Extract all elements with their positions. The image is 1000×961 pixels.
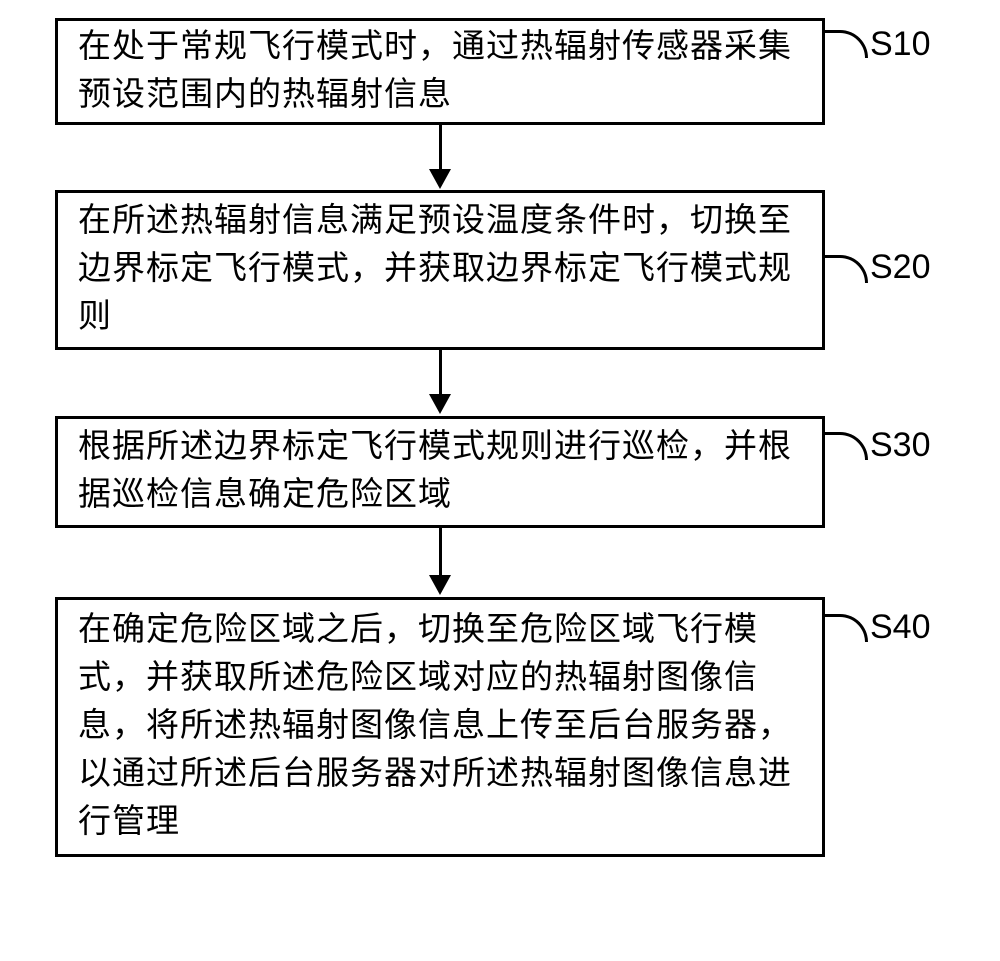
step-box-s40: 在确定危险区域之后，切换至危险区域飞行模式，并获取所述危险区域对应的热辐射图像信… xyxy=(55,597,825,857)
step-label-s40: S40 xyxy=(870,608,931,647)
step-text-s20: 在所述热辐射信息满足预设温度条件时，切换至边界标定飞行模式，并获取边界标定飞行模… xyxy=(78,198,802,342)
connector-s10 xyxy=(822,30,868,58)
connector-s30 xyxy=(822,432,868,460)
step-text-s10: 在处于常规飞行模式时，通过热辐射传感器采集预设范围内的热辐射信息 xyxy=(78,24,802,120)
flowchart-container: 在处于常规飞行模式时，通过热辐射传感器采集预设范围内的热辐射信息 S10 在所述… xyxy=(0,0,1000,961)
arrow-head-icon xyxy=(429,394,451,414)
arrow-2 xyxy=(429,350,451,414)
step-label-s20: S20 xyxy=(870,248,931,287)
arrow-3 xyxy=(429,528,451,595)
step-text-s40: 在确定危险区域之后，切换至危险区域飞行模式，并获取所述危险区域对应的热辐射图像信… xyxy=(78,607,802,846)
arrow-1 xyxy=(429,125,451,189)
arrow-line xyxy=(439,528,442,576)
connector-s40 xyxy=(822,614,868,642)
step-box-s20: 在所述热辐射信息满足预设温度条件时，切换至边界标定飞行模式，并获取边界标定飞行模… xyxy=(55,190,825,350)
connector-s20 xyxy=(822,255,868,283)
step-box-s10: 在处于常规飞行模式时，通过热辐射传感器采集预设范围内的热辐射信息 xyxy=(55,18,825,125)
step-label-s30: S30 xyxy=(870,426,931,465)
arrow-head-icon xyxy=(429,575,451,595)
arrow-line xyxy=(439,125,442,170)
arrow-head-icon xyxy=(429,169,451,189)
arrow-line xyxy=(439,350,442,395)
step-label-s10: S10 xyxy=(870,25,931,64)
step-box-s30: 根据所述边界标定飞行模式规则进行巡检，并根据巡检信息确定危险区域 xyxy=(55,416,825,528)
step-text-s30: 根据所述边界标定飞行模式规则进行巡检，并根据巡检信息确定危险区域 xyxy=(78,424,802,520)
